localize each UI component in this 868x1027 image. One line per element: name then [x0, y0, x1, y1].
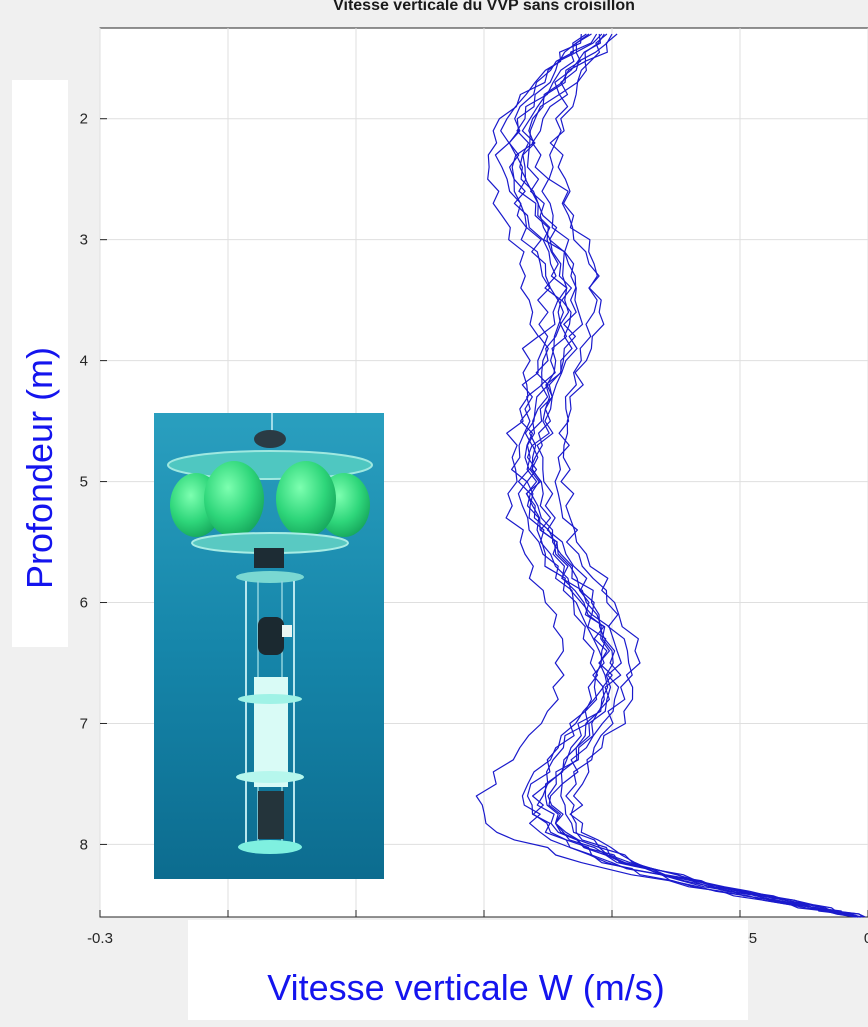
series-line-6 — [508, 33, 858, 918]
x-axis-label: Vitesse verticale W (m/s) — [267, 967, 665, 1008]
series-line-3 — [531, 33, 864, 918]
y-tick-label: 4 — [80, 353, 88, 370]
y-tick-label: 2 — [80, 111, 88, 128]
ylabel-background — [12, 80, 68, 647]
float-photo — [154, 413, 384, 879]
series-line-8 — [475, 33, 858, 918]
chart-title: Vitesse verticale du VVP sans croisillon — [333, 0, 635, 14]
y-tick-label: 8 — [80, 836, 88, 853]
y-axis-label: Profondeur (m) — [19, 346, 60, 590]
y-tick-label: 5 — [80, 474, 88, 491]
series-line-11 — [515, 33, 861, 918]
series-line-5 — [548, 33, 863, 918]
series-line-2 — [508, 33, 858, 918]
y-tick-label: 7 — [80, 715, 88, 732]
x-tick-label: 0 — [864, 930, 868, 947]
x-tick-label: -0.3 — [87, 930, 113, 947]
y-tick-label: 6 — [80, 595, 88, 612]
xlabel-background — [188, 920, 748, 1020]
series-line-9 — [549, 33, 866, 918]
y-tick-label: 3 — [80, 232, 88, 249]
series-line-10 — [526, 33, 861, 918]
